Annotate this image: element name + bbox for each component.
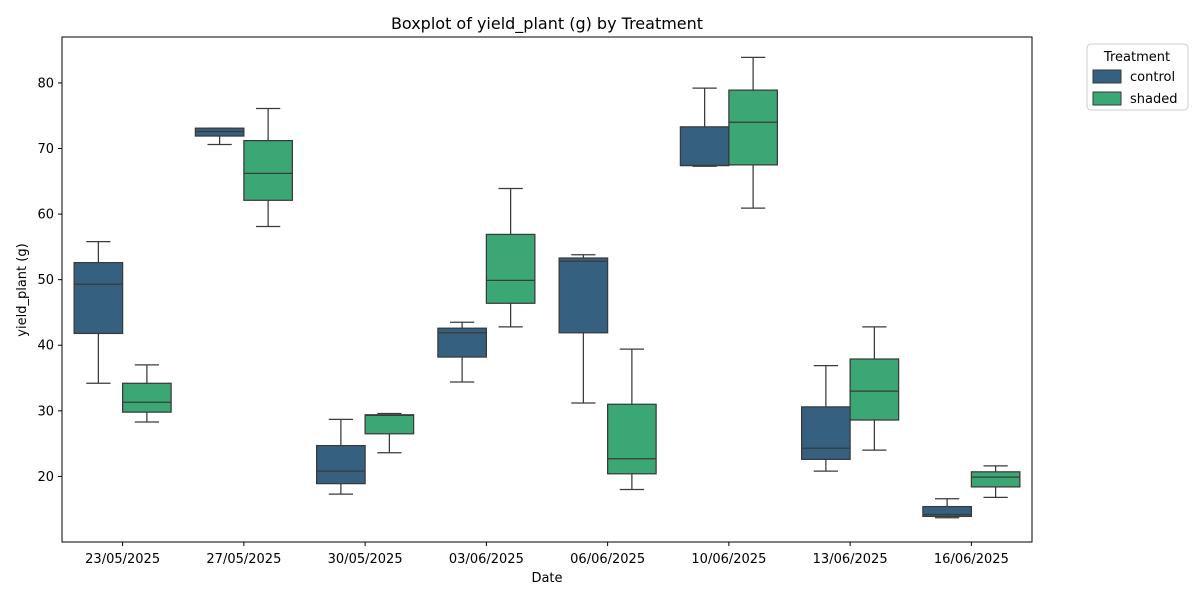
box-iqr	[485, 233, 536, 304]
y-tick-label: 20	[37, 470, 54, 485]
x-tick-label: 03/06/2025	[449, 552, 524, 567]
legend-items: control shaded	[1092, 69, 1177, 107]
x-tick-label: 30/05/2025	[328, 552, 403, 567]
x-tick-label: 16/06/2025	[934, 552, 1009, 567]
box-control-3	[437, 321, 487, 383]
box-control-4	[558, 254, 609, 404]
x-tick-label: 23/05/2025	[85, 552, 160, 567]
legend-swatch-control	[1092, 69, 1122, 84]
box-iqr	[316, 444, 366, 485]
plot-frame	[61, 36, 1033, 543]
axes: 20 30 40 50 60 70 80 23/05/2025 27/05/2025 30/05/…	[37, 36, 1033, 567]
box-iqr	[122, 382, 172, 413]
y-axis-label: yield_plant (g)	[15, 243, 30, 336]
y-tick-label: 60	[37, 208, 54, 223]
box-shaded-3	[485, 187, 536, 328]
box-iqr	[679, 126, 730, 167]
y-tick-label: 40	[37, 339, 54, 354]
legend-label-control: control	[1130, 70, 1175, 85]
box-control-5	[679, 87, 730, 167]
x-tick-label: 13/06/2025	[813, 552, 888, 567]
legend-label-shaded: shaded	[1130, 92, 1177, 107]
box-iqr	[364, 414, 415, 435]
box-iqr	[243, 139, 293, 201]
box-control-1	[194, 127, 245, 146]
box-control-0	[73, 240, 124, 384]
chart-title: Boxplot of yield_plant (g) by Treatment	[391, 14, 703, 34]
legend-swatch-shaded	[1092, 91, 1122, 106]
box-shaded-1	[243, 107, 293, 228]
box-control-6	[801, 364, 851, 472]
x-tick-label: 27/05/2025	[206, 552, 281, 567]
box-iqr	[970, 471, 1021, 488]
box-iqr	[849, 358, 900, 421]
x-axis-label: Date	[531, 571, 562, 586]
box-shaded-0	[122, 364, 172, 423]
x-tick-label: 10/06/2025	[691, 552, 766, 567]
box-shaded-5	[728, 56, 778, 209]
box-shaded-7	[970, 465, 1021, 499]
legend-title: Treatment	[1103, 50, 1170, 65]
plot-area	[73, 56, 1021, 519]
box-control-7	[922, 498, 972, 519]
box-iqr	[558, 257, 609, 334]
box-iqr	[922, 505, 972, 518]
box-iqr	[73, 261, 124, 335]
box-iqr	[801, 406, 851, 460]
box-iqr	[607, 403, 657, 475]
box-shaded-6	[849, 326, 900, 451]
y-tick-label: 70	[37, 142, 54, 157]
box-shaded-4	[607, 348, 657, 491]
box-iqr	[728, 89, 778, 166]
y-tick-label: 50	[37, 273, 54, 288]
box-iqr	[194, 127, 245, 137]
y-tick-label: 30	[37, 404, 54, 419]
box-control-2	[316, 418, 366, 495]
box-shaded-2	[364, 412, 415, 454]
y-tick-label: 80	[37, 76, 54, 91]
legend: Treatment control shaded	[1086, 43, 1189, 111]
x-tick-label: 06/06/2025	[570, 552, 645, 567]
